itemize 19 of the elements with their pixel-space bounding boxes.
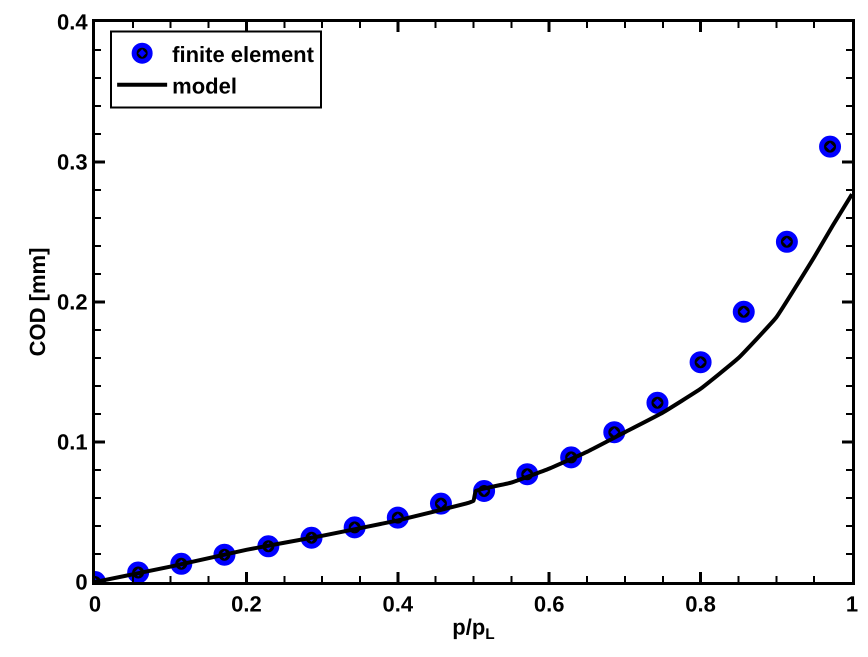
point [732,300,755,323]
x-tick-label: 0.4 [382,591,414,616]
legend-label: model [172,73,237,98]
x-tick-label: 0.6 [534,591,564,616]
y-tick-label: 0 [75,570,88,595]
legend-label: finite element [172,42,315,67]
x-tick-label: 1 [846,591,858,616]
y-tick-label: 0.2 [57,290,88,315]
y-tick-label: 0.4 [57,10,88,35]
point [646,392,668,414]
y-tick-label: 0.1 [57,430,88,455]
point [776,230,798,253]
x-axis-title: p/p$_{L}$ [452,614,495,643]
y-tick-label: 0.3 [57,150,88,175]
x-tick-label: 0.2 [231,591,262,616]
y-axis-title: COD [mm] [24,248,50,356]
point [690,351,712,374]
point [819,136,842,158]
x-tick-label: 0.8 [685,591,716,616]
